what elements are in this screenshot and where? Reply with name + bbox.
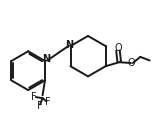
Text: O: O [114,43,122,53]
Text: N: N [65,40,74,50]
Text: O: O [128,58,135,68]
Text: F: F [37,101,42,111]
Text: F: F [31,92,37,102]
Text: F: F [45,97,51,107]
Text: N: N [42,54,50,64]
